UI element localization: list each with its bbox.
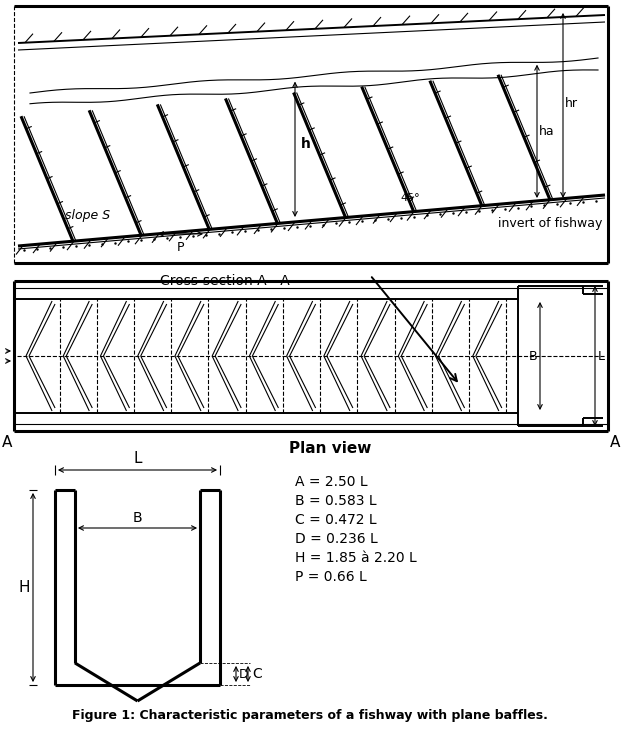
Text: B: B	[528, 349, 537, 363]
Text: A = 2.50 L: A = 2.50 L	[295, 475, 368, 489]
Text: C: C	[252, 667, 261, 681]
Text: 45°: 45°	[400, 193, 420, 203]
Text: D: D	[239, 667, 248, 681]
Text: L: L	[598, 349, 605, 363]
Text: H: H	[19, 580, 30, 595]
Text: A: A	[2, 435, 12, 450]
Text: B = 0.583 L: B = 0.583 L	[295, 494, 376, 508]
Text: hr: hr	[565, 97, 578, 110]
Text: slope S: slope S	[65, 210, 110, 222]
Text: H = 1.85 à 2.20 L: H = 1.85 à 2.20 L	[295, 551, 417, 565]
Text: P: P	[177, 241, 184, 254]
Text: A: A	[610, 435, 620, 450]
Text: Figure 1: Characteristic parameters of a fishway with plane baffles.: Figure 1: Characteristic parameters of a…	[72, 709, 548, 722]
Text: L: L	[134, 451, 142, 466]
Text: invert of fishway: invert of fishway	[497, 216, 602, 230]
Text: h: h	[301, 137, 311, 152]
Text: C = 0.472 L: C = 0.472 L	[295, 513, 376, 527]
Text: Plan view: Plan view	[289, 441, 371, 456]
Text: ha: ha	[539, 125, 555, 138]
Text: D = 0.236 L: D = 0.236 L	[295, 532, 378, 546]
Text: P = 0.66 L: P = 0.66 L	[295, 570, 367, 584]
Text: Cross-section A - A: Cross-section A - A	[160, 274, 290, 288]
Text: B: B	[133, 511, 142, 525]
